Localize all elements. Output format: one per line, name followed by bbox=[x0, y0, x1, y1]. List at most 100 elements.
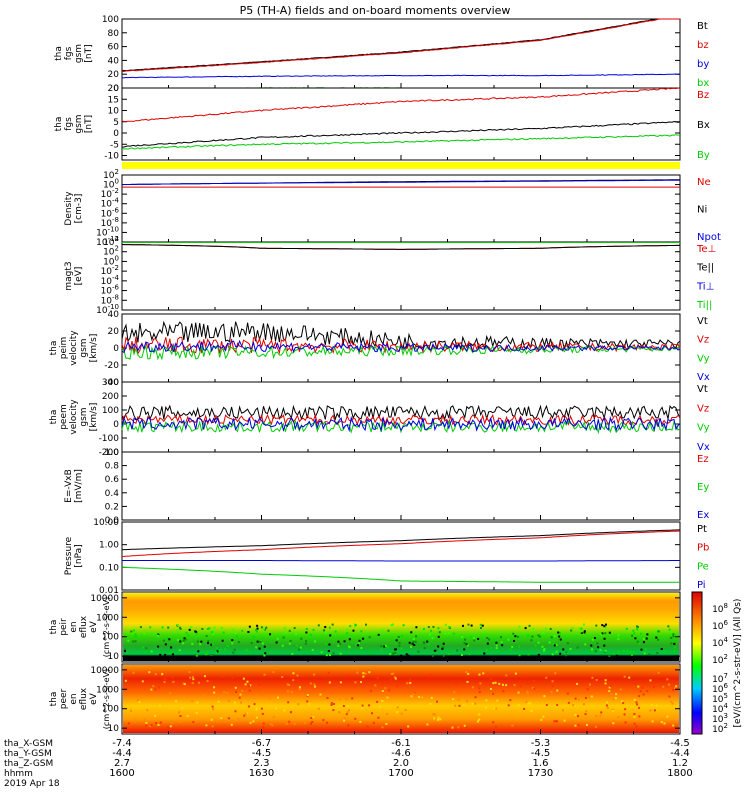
heatmap-cell bbox=[464, 642, 466, 644]
heatmap-cell bbox=[626, 628, 628, 630]
heatmap-cell bbox=[222, 719, 224, 721]
tick-exponent: 6 bbox=[724, 682, 729, 690]
heatmap-cell bbox=[196, 712, 198, 714]
heatmap-cell bbox=[221, 676, 223, 678]
heatmap-cell bbox=[401, 635, 403, 637]
heatmap-cell bbox=[530, 710, 532, 712]
heatmap-cell bbox=[186, 632, 188, 634]
heatmap-cell bbox=[552, 653, 554, 655]
legend-Bz: Bz bbox=[697, 90, 709, 101]
heatmap-cell bbox=[527, 693, 529, 695]
legend-Ne: Ne bbox=[697, 177, 711, 188]
heatmap-cell bbox=[351, 697, 353, 699]
heatmap-cell bbox=[263, 654, 265, 656]
heatmap-cell bbox=[609, 632, 611, 634]
heatmap-cell bbox=[496, 647, 498, 649]
heatmap-cell bbox=[574, 714, 576, 716]
heatmap-cell bbox=[438, 717, 440, 719]
heatmap-cell bbox=[292, 679, 294, 681]
heatmap-cell bbox=[192, 676, 194, 678]
heatmap-cell bbox=[538, 642, 540, 644]
heatmap-cell bbox=[586, 724, 588, 726]
tick-exponent: -8 bbox=[112, 293, 119, 301]
heatmap-cell bbox=[646, 690, 648, 692]
heatmap-cell bbox=[462, 675, 464, 677]
heatmap-cell bbox=[640, 649, 642, 651]
heatmap-cell bbox=[661, 721, 663, 723]
heatmap-cell bbox=[241, 690, 243, 692]
y-axis-label: Pressure bbox=[64, 536, 74, 575]
heatmap-cell bbox=[203, 694, 205, 696]
heatmap-cell bbox=[540, 719, 542, 721]
heatmap-cell bbox=[249, 652, 251, 654]
heatmap-cell bbox=[239, 694, 241, 696]
heatmap-cell bbox=[478, 687, 480, 689]
heatmap-cell bbox=[431, 697, 433, 699]
heatmap-cell bbox=[643, 693, 645, 695]
y-tick-label: 1.0 bbox=[105, 448, 120, 458]
legend-Vz: Vz bbox=[697, 335, 709, 346]
heatmap-cell bbox=[143, 719, 145, 721]
heatmap-cell bbox=[346, 698, 348, 700]
heatmap-cell bbox=[296, 644, 298, 646]
heatmap-cell bbox=[354, 643, 356, 645]
heatmap-cell bbox=[228, 717, 230, 719]
heatmap-cell bbox=[226, 692, 228, 694]
heatmap-cell bbox=[288, 721, 290, 723]
heatmap-cell bbox=[649, 679, 651, 681]
tick-base: 10 bbox=[96, 306, 108, 316]
heatmap-cell bbox=[512, 633, 514, 635]
heatmap-cell bbox=[470, 636, 472, 638]
heatmap-cell bbox=[397, 706, 399, 708]
y-axis-label: velocity bbox=[69, 399, 79, 435]
heatmap-cell bbox=[624, 713, 626, 715]
legend-Pt: Pt bbox=[697, 524, 707, 535]
heatmap-cell bbox=[361, 707, 363, 709]
heatmap-cell bbox=[169, 692, 171, 694]
heatmap-cell bbox=[292, 672, 294, 674]
y-axis-label: tha bbox=[49, 692, 59, 707]
heatmap-cell bbox=[220, 717, 222, 719]
heatmap-cell bbox=[327, 697, 329, 699]
heatmap-cell bbox=[154, 688, 156, 690]
heatmap-cell bbox=[324, 626, 326, 628]
y-axis-label: [nPa] bbox=[74, 544, 84, 567]
heatmap-cell bbox=[553, 720, 555, 722]
tick-base: 10 bbox=[712, 695, 724, 705]
heatmap-cell bbox=[264, 674, 266, 676]
heatmap-cell bbox=[432, 654, 434, 656]
heatmap-cell bbox=[441, 648, 443, 650]
heatmap-cell bbox=[591, 677, 593, 679]
y-tick-label: 80 bbox=[108, 29, 120, 39]
heatmap-cell bbox=[178, 711, 180, 713]
heatmap-cell bbox=[479, 682, 481, 684]
heatmap-cell bbox=[346, 632, 348, 634]
heatmap-cell bbox=[585, 697, 587, 699]
legend-Npot: Npot bbox=[697, 232, 721, 243]
heatmap-cell bbox=[329, 634, 331, 636]
heatmap-cell bbox=[385, 645, 387, 647]
y-tick-label: 0.4 bbox=[105, 489, 120, 499]
legend-Bt: Bt bbox=[697, 21, 708, 32]
panel-peer_energy_flux bbox=[122, 664, 680, 734]
heatmap-cell bbox=[634, 723, 636, 725]
heatmap-cell bbox=[599, 715, 601, 717]
heatmap-cell bbox=[234, 649, 236, 651]
heatmap-cell bbox=[606, 704, 608, 706]
heatmap-cell bbox=[434, 713, 436, 715]
heatmap-cell bbox=[496, 700, 498, 702]
heatmap-cell bbox=[381, 700, 383, 702]
heatmap-cell bbox=[264, 652, 266, 654]
heatmap-cell bbox=[502, 684, 504, 686]
heatmap-cell bbox=[472, 703, 474, 705]
heatmap-cell bbox=[146, 709, 148, 711]
heatmap-cell bbox=[162, 626, 164, 628]
heatmap-cell bbox=[430, 674, 432, 676]
panel-pressure bbox=[122, 522, 680, 590]
heatmap-cell bbox=[240, 701, 242, 703]
heatmap-cell bbox=[244, 675, 246, 677]
y-axis-label: [km/s] bbox=[89, 403, 99, 432]
heatmap-cell bbox=[457, 726, 459, 728]
heatmap-cell bbox=[340, 681, 342, 683]
tick-exponent: 8 bbox=[724, 602, 728, 610]
